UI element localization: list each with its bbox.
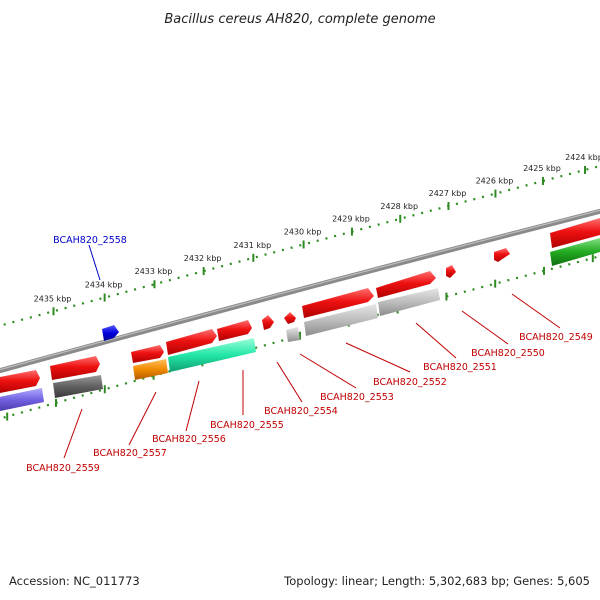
gene-features bbox=[0, 218, 600, 412]
scale-tick-label: 2434 kbp bbox=[85, 281, 123, 290]
gene-leader-line bbox=[185, 380, 200, 432]
scale-tick-label: 2432 kbp bbox=[184, 254, 222, 263]
scale-tick-label: 2433 kbp bbox=[135, 267, 173, 276]
gene-block[interactable] bbox=[286, 327, 300, 342]
genome-backbone-highlight bbox=[0, 209, 600, 371]
gene-label-bcah820-2555[interactable]: BCAH820_2555 bbox=[210, 420, 284, 431]
map-title: Bacillus cereus AH820, complete genome bbox=[164, 12, 435, 27]
gene-leader-line bbox=[128, 391, 157, 446]
gene-arrow[interactable] bbox=[131, 345, 164, 363]
scale-tick-label: 2429 kbp bbox=[332, 215, 370, 224]
gene-leader-line bbox=[415, 322, 457, 359]
gene-label-bcah820-2554[interactable]: BCAH820_2554 bbox=[264, 406, 338, 417]
scale-tick-label: 2425 kbp bbox=[523, 164, 561, 173]
scale-tick-label: 2431 kbp bbox=[233, 241, 271, 250]
rna-gene-arrow[interactable] bbox=[102, 325, 119, 341]
scale-tick-label: 2428 kbp bbox=[380, 202, 418, 211]
accession-text: Accession: NC_011773 bbox=[9, 574, 140, 588]
gene-label-bcah820-2552[interactable]: BCAH820_2552 bbox=[373, 377, 447, 388]
scale-dotted-line bbox=[0, 164, 600, 327]
gene-label-bcah820-2549[interactable]: BCAH820_2549 bbox=[519, 332, 593, 343]
genome-summary-text: Topology: linear; Length: 5,302,683 bp; … bbox=[283, 574, 590, 588]
gene-leader-line bbox=[88, 244, 101, 281]
scale-tick-label: 2427 kbp bbox=[429, 189, 467, 198]
gene-leader-line bbox=[345, 342, 411, 373]
scale-tick-label: 2435 kbp bbox=[34, 294, 72, 303]
gene-labels: BCAH820_2549 BCAH820_2550 BCAH820_2551 BCAH… bbox=[26, 235, 593, 474]
gene-label-bcah820-2558[interactable]: BCAH820_2558 bbox=[53, 235, 127, 246]
gene-arrow[interactable] bbox=[217, 320, 252, 341]
gene-block[interactable] bbox=[550, 238, 600, 266]
gene-block[interactable] bbox=[168, 338, 256, 372]
gene-arrow[interactable] bbox=[284, 312, 296, 324]
gene-block[interactable] bbox=[378, 288, 440, 316]
gene-arrow[interactable] bbox=[302, 288, 374, 318]
gene-label-bcah820-2557[interactable]: BCAH820_2557 bbox=[93, 448, 167, 459]
gene-arrow[interactable] bbox=[446, 265, 456, 278]
gene-arrow[interactable] bbox=[0, 370, 40, 394]
gene-label-bcah820-2551[interactable]: BCAH820_2551 bbox=[423, 362, 497, 373]
scale-tick-label: 2426 kbp bbox=[476, 177, 514, 186]
gene-block[interactable] bbox=[133, 359, 168, 380]
gene-arrow[interactable] bbox=[166, 329, 217, 355]
gene-leader-line bbox=[276, 361, 303, 403]
gene-arrow[interactable] bbox=[376, 271, 436, 298]
gene-label-bcah820-2550[interactable]: BCAH820_2550 bbox=[471, 348, 545, 359]
inner-position-scale bbox=[0, 254, 600, 421]
gene-leader-line bbox=[63, 408, 83, 459]
scale-tick-label: 2424 kbp bbox=[565, 153, 600, 162]
gene-arrow[interactable] bbox=[50, 356, 100, 380]
gene-arrow[interactable] bbox=[494, 248, 510, 262]
gene-block[interactable] bbox=[0, 388, 44, 412]
gene-block[interactable] bbox=[304, 304, 378, 336]
gene-arrow[interactable] bbox=[262, 315, 274, 330]
position-scale: 2424 kbp 2425 kbp 2426 kbp 2427 kbp 2428 kbp… bbox=[0, 153, 600, 327]
gene-label-bcah820-2556[interactable]: BCAH820_2556 bbox=[152, 434, 226, 445]
gene-leader-line bbox=[461, 310, 509, 345]
genome-backbone bbox=[0, 208, 600, 374]
scale-tick-label: 2430 kbp bbox=[284, 227, 322, 236]
gene-leader-line bbox=[299, 353, 357, 389]
gene-leader-line bbox=[511, 293, 561, 329]
gene-label-bcah820-2553[interactable]: BCAH820_2553 bbox=[320, 392, 394, 403]
gene-block[interactable] bbox=[53, 375, 103, 398]
gene-arrow[interactable] bbox=[550, 218, 600, 248]
gene-label-bcah820-2559[interactable]: BCAH820_2559 bbox=[26, 463, 100, 474]
